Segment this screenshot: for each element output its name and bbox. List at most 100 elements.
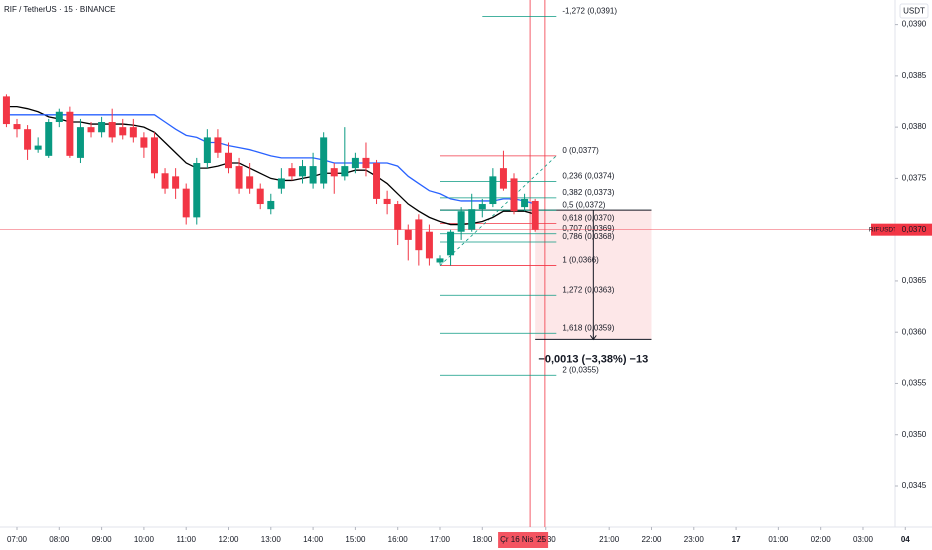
measure-label: −0,0013 (−3,38%) −13 <box>538 353 648 365</box>
candle-body <box>119 127 127 136</box>
candle-body <box>129 127 137 138</box>
currency-box[interactable] <box>899 3 929 19</box>
candle-body <box>87 127 95 133</box>
fib-label: -1,272 (0,0391) <box>562 7 617 16</box>
fib-label: 1,618 (0,0359) <box>562 323 614 332</box>
candle-body <box>246 176 254 189</box>
currency: USDT <box>903 7 925 16</box>
x-tick-label: 03:00 <box>853 535 874 544</box>
y-tick-label: 0,0355 <box>902 379 927 388</box>
ma-line <box>6 105 536 226</box>
fib-label: 2 (0,0355) <box>562 365 599 374</box>
candle-body <box>531 200 539 230</box>
candle-body <box>108 122 116 138</box>
fib-label: 0,786 (0,0368) <box>562 232 614 241</box>
fib-label: 1,272 (0,0363) <box>562 285 614 294</box>
candle-body <box>468 209 476 230</box>
candle-body <box>256 188 264 205</box>
y-tick-label: 0,0385 <box>902 71 927 80</box>
candle-body <box>425 231 433 259</box>
x-tick-label: 16:00 <box>388 535 409 544</box>
candle-body <box>2 96 10 125</box>
candle-body <box>150 137 158 174</box>
candle-body <box>203 137 211 164</box>
candle-body <box>161 173 169 189</box>
x-tick-label: 04 <box>901 535 910 544</box>
x-tick-label: 22:00 <box>641 535 662 544</box>
y-tick-label: 0,0380 <box>902 122 927 131</box>
crosshair-label-box <box>498 532 549 548</box>
candle-body <box>288 168 296 177</box>
candle-body <box>478 204 486 210</box>
candle-body <box>436 258 444 263</box>
candle-body <box>489 176 497 205</box>
x-tick-label: 13:00 <box>261 535 282 544</box>
symbol-label: RIFUSDT <box>869 226 897 233</box>
x-tick-label: 12:00 <box>218 535 239 544</box>
candle-body <box>510 178 518 212</box>
y-tick-label: 0,0345 <box>902 481 927 490</box>
fib-label: 0,707 (0,0369) <box>562 224 614 233</box>
chart-title: RIF / TetherUS · 15 · BINANCE <box>4 5 115 14</box>
candle-body <box>309 166 317 184</box>
price-box <box>895 223 932 236</box>
x-tick-label: 08:00 <box>49 535 70 544</box>
measure-arrow-head <box>589 335 597 341</box>
candle-body <box>404 229 412 240</box>
candle-body <box>499 168 507 189</box>
x-tick-label: 23:00 <box>684 535 705 544</box>
fib-label: 0,618 (0,0370) <box>562 214 614 223</box>
candle-body <box>193 163 201 218</box>
candle-body <box>320 137 328 184</box>
candle-body <box>45 122 53 156</box>
x-tick-label: 18:00 <box>472 535 493 544</box>
candle-body <box>214 137 222 153</box>
candle-body <box>98 122 106 133</box>
candle-body <box>267 200 275 210</box>
x-tick-label: 14:00 <box>303 535 324 544</box>
x-tick-label: 15:00 <box>345 535 366 544</box>
fib-trend <box>439 155 557 266</box>
candle-body <box>66 111 74 156</box>
candle-body <box>299 166 307 177</box>
candle-body <box>277 178 285 189</box>
x-tick-label: 17:00 <box>430 535 451 544</box>
candle-body <box>140 137 148 148</box>
symbol-box <box>871 223 895 236</box>
crosshair-label: Çr 16 Nis '25 <box>500 535 547 544</box>
x-tick-label: 17 <box>732 535 741 544</box>
candle-body <box>24 129 32 150</box>
x-tick-label: 07:00 <box>7 535 28 544</box>
x-tick-label: 01:00 <box>768 535 789 544</box>
ma-line <box>6 114 536 205</box>
x-tick-label: 11:00 <box>176 535 196 544</box>
candle-body <box>373 163 381 199</box>
y-tick-label: 0,0375 <box>902 174 927 183</box>
x-tick-label: 21:00 <box>599 535 620 544</box>
candle-body <box>34 145 42 150</box>
x-tick-label: 02:00 <box>811 535 832 544</box>
candle-body <box>394 204 402 230</box>
y-tick-label: 0,0365 <box>902 276 927 285</box>
x-tick-label: 10:00 <box>134 535 155 544</box>
candle-body <box>383 198 391 205</box>
candle-body <box>362 157 370 169</box>
price-label: 0,0370 <box>902 225 927 234</box>
fib-label: 0,236 (0,0374) <box>562 172 614 181</box>
candle-body <box>457 211 465 232</box>
y-tick-label: 0,0360 <box>902 327 927 336</box>
candle-body <box>172 176 180 189</box>
y-tick-label: 0,0390 <box>902 20 927 29</box>
candle-body <box>224 152 232 169</box>
candle-body <box>13 124 21 130</box>
fib-label: 0,382 (0,0373) <box>562 188 614 197</box>
candle-body <box>76 127 84 158</box>
candle-body <box>521 198 529 208</box>
candle-body <box>235 166 243 189</box>
x-tick-label: 09:00 <box>92 535 113 544</box>
candle-body <box>182 188 190 218</box>
candle-body <box>351 157 359 169</box>
candle-body <box>415 219 423 251</box>
